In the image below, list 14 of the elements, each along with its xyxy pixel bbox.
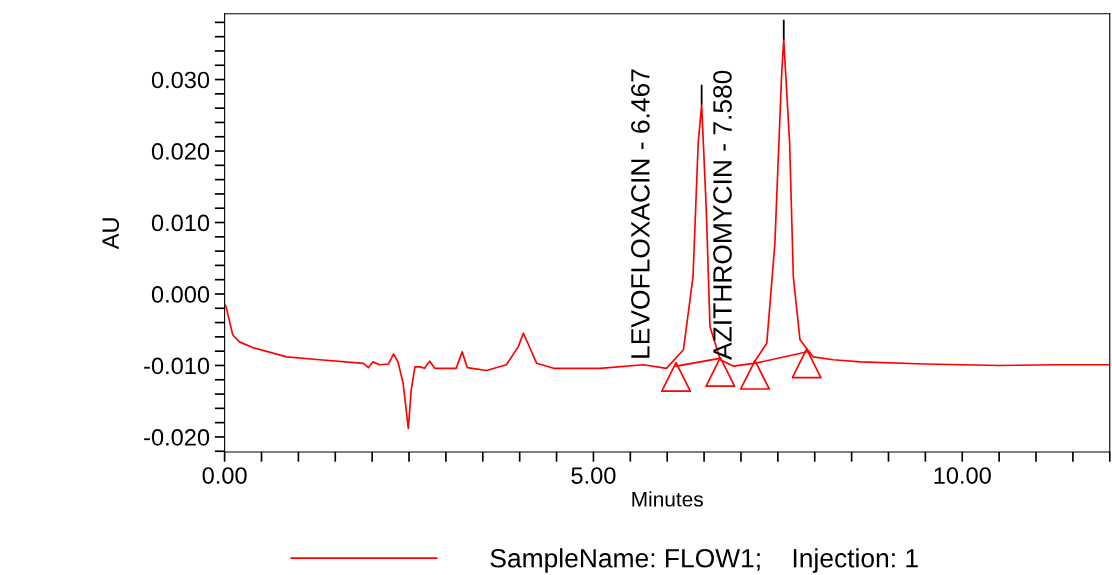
y-tick-label: -0.020 <box>144 429 210 446</box>
x-tick-label: 10.00 <box>934 467 991 484</box>
y-tick-label: 0.020 <box>151 143 210 160</box>
annotation: AZITHROMYCIN - 7.580 <box>713 70 732 360</box>
x-tick-label: 0.00 <box>202 467 247 484</box>
x-tick-label: 5.00 <box>571 467 616 484</box>
y-tick-label: -0.010 <box>144 357 210 375</box>
y-axis-title: AU <box>102 218 119 250</box>
text: SampleName: FLOW1; Injection: 1 <box>490 548 918 573</box>
x-axis-title: Minutes <box>632 491 703 507</box>
annotation: LEVOFLOXACIN - 6.467 <box>631 69 650 358</box>
y-tick-label: 0.030 <box>151 71 210 89</box>
y-tick-label: 0.010 <box>151 214 210 232</box>
y-tick-label: 0.000 <box>151 286 210 303</box>
